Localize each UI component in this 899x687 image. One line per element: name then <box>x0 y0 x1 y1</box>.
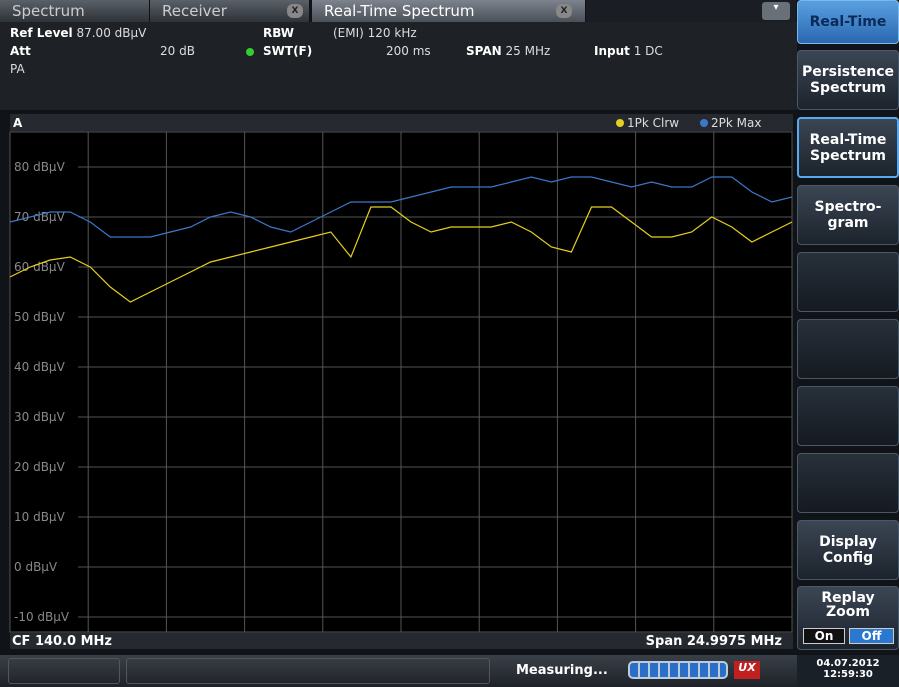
y-tick-label: 20 dBµV <box>14 460 66 474</box>
setting-label: RBW <box>263 26 294 40</box>
tab[interactable]: Receiver <box>150 0 310 22</box>
setting-value: 20 dB <box>160 44 195 58</box>
legend-marker <box>616 119 624 127</box>
status-message: Measuring... <box>516 663 608 678</box>
y-tick-label: 60 dBµV <box>14 260 66 274</box>
y-tick-label: 40 dBµV <box>14 360 66 374</box>
header <box>0 22 797 110</box>
trace-line <box>9 206 793 303</box>
trace-title: A <box>13 116 23 130</box>
progress-bar <box>628 661 728 679</box>
y-tick-label: 70 dBµV <box>14 210 66 224</box>
softkey[interactable]: Spectro-gram <box>797 185 899 245</box>
softkey-empty <box>797 252 899 312</box>
menu-icon[interactable]: ▾ <box>762 2 790 20</box>
softkey[interactable]: Display Config <box>797 520 899 580</box>
close-icon[interactable]: X <box>287 4 303 18</box>
legend-label: 1Pk Clrw <box>627 116 679 130</box>
preamp: PA <box>10 62 25 76</box>
setting: SPAN 25 MHz <box>466 44 551 58</box>
tab-bar <box>586 0 796 22</box>
span-label: Span 24.9975 MHz <box>646 634 782 649</box>
y-tick-label: 30 dBµV <box>14 410 66 424</box>
y-tick-label: 50 dBµV <box>14 310 66 324</box>
trace-line <box>9 176 793 238</box>
chart: A 80 dBµV 70 dBµV 60 dBµV 50 dBµV 40 dBµV 30 d… <box>9 114 793 649</box>
toggle-option[interactable]: On <box>803 628 845 644</box>
toggle-option[interactable]: Off <box>849 628 894 644</box>
softkey[interactable]: Persistence Spectrum <box>797 50 899 110</box>
y-tick-label: 10 dBµV <box>14 510 66 524</box>
status-field <box>126 658 490 684</box>
error-icon: UX <box>734 661 760 679</box>
clock: 04.07.2012 12:59:30 <box>797 655 899 687</box>
y-tick-label: -10 dBµV <box>14 610 70 624</box>
setting-value: 200 ms <box>386 44 431 58</box>
status-led <box>246 48 254 56</box>
status-field <box>8 658 120 684</box>
close-icon[interactable]: X <box>556 4 572 18</box>
menu-title: Real-Time <box>797 0 899 44</box>
tab[interactable]: Spectrum <box>0 0 150 22</box>
softkey-empty <box>797 386 899 446</box>
footer-bar <box>10 633 793 649</box>
y-tick-label: 80 dBµV <box>14 160 66 174</box>
setting-label: Att <box>10 44 31 58</box>
legend-marker <box>700 119 708 127</box>
softkey-empty <box>797 453 899 513</box>
setting-value: (EMI) 120 kHz <box>333 26 417 40</box>
trace-header <box>10 114 793 131</box>
setting: Input 1 DC <box>594 44 663 58</box>
softkey-empty <box>797 319 899 379</box>
center-frequency: CF 140.0 MHz <box>12 634 112 649</box>
y-tick-label: 0 dBµV <box>14 560 58 574</box>
setting: Ref Level 87.00 dBµV <box>10 26 147 40</box>
setting-label: SWT(F) <box>263 44 313 58</box>
tab[interactable]: Real-Time Spectrum <box>312 0 586 22</box>
softkey[interactable]: Real-Time Spectrum <box>797 117 899 178</box>
legend-label: 2Pk Max <box>711 116 761 130</box>
